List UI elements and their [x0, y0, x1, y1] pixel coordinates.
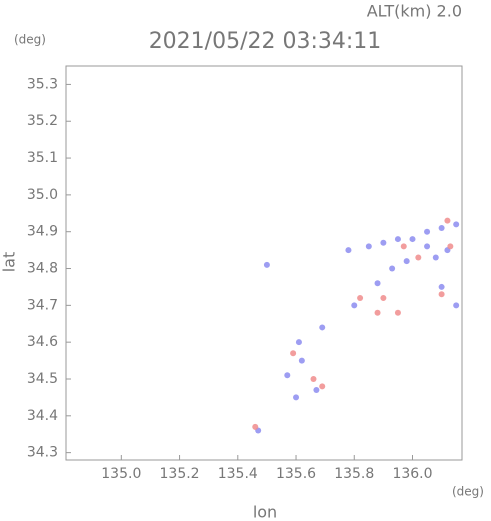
- echo-point: [453, 221, 460, 228]
- altitude-label: ALT(km) 2.0: [367, 2, 462, 21]
- y-tick-label: 34.8: [27, 261, 58, 277]
- echo-point: [290, 350, 297, 357]
- x-tick-label: 135.2: [160, 466, 200, 482]
- x-tick-label: 136.0: [392, 466, 432, 482]
- x-tick-label: 135.4: [218, 466, 258, 482]
- echo-point: [400, 243, 407, 250]
- echo-point: [284, 372, 291, 379]
- y-tick-label: 35.0: [27, 187, 58, 203]
- echo-point: [438, 283, 445, 290]
- y-tick-label: 34.9: [27, 224, 58, 240]
- echo-point: [409, 236, 416, 243]
- echo-point: [424, 243, 431, 250]
- echo-point: [293, 394, 300, 401]
- y-axis-label: lat: [0, 252, 19, 273]
- y-tick-label: 35.3: [27, 76, 58, 92]
- echo-point: [365, 243, 372, 250]
- y-unit: (deg): [14, 33, 46, 47]
- plot-frame: [65, 65, 463, 461]
- echo-point: [319, 383, 326, 390]
- echo-point: [394, 309, 401, 316]
- echo-point: [357, 294, 364, 301]
- echo-point: [447, 243, 454, 250]
- x-tick-label: 135.6: [276, 466, 316, 482]
- y-tick-label: 34.7: [27, 297, 58, 313]
- y-tick-label: 34.3: [27, 445, 58, 461]
- echo-point: [380, 294, 387, 301]
- echo-point: [444, 217, 451, 224]
- echo-point: [389, 265, 396, 272]
- x-unit: (deg): [452, 485, 484, 499]
- echo-point: [453, 302, 460, 309]
- echo-point: [374, 309, 381, 316]
- echo-point: [394, 236, 401, 243]
- echo-point: [438, 225, 445, 232]
- echo-point: [319, 324, 326, 331]
- echo-point: [403, 258, 410, 265]
- y-tick-label: 34.4: [27, 408, 58, 424]
- echo-point: [432, 254, 439, 261]
- echo-point: [374, 280, 381, 287]
- echo-point: [298, 357, 305, 364]
- x-axis-label: lon: [253, 503, 277, 521]
- chart-title: 2021/05/22 03:34:11: [149, 29, 382, 54]
- echo-point: [380, 239, 387, 246]
- echo-point: [310, 375, 317, 382]
- x-tick-label: 135.8: [334, 466, 374, 482]
- echo-point: [263, 261, 270, 268]
- echo-point: [313, 387, 320, 394]
- y-tick-label: 35.1: [27, 150, 58, 166]
- echo-point: [295, 339, 302, 346]
- echo-point: [252, 423, 259, 430]
- echo-point: [424, 228, 431, 235]
- y-tick-label: 34.6: [27, 334, 58, 350]
- echo-point: [438, 291, 445, 298]
- echo-point: [415, 254, 422, 261]
- echo-point: [351, 302, 358, 309]
- echo-point: [345, 247, 352, 254]
- y-tick-label: 34.5: [27, 371, 58, 387]
- x-tick-label: 135.0: [101, 466, 141, 482]
- y-tick-label: 35.2: [27, 113, 58, 129]
